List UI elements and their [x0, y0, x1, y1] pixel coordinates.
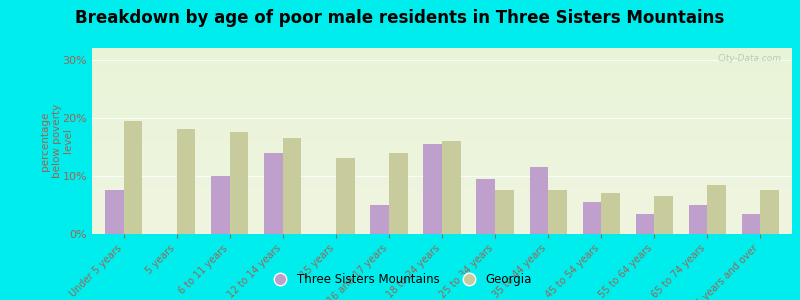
Bar: [635, 214, 654, 234]
Bar: [760, 190, 778, 234]
Bar: [707, 184, 726, 234]
Bar: [106, 190, 124, 234]
Bar: [689, 205, 707, 234]
Bar: [601, 193, 620, 234]
Bar: [211, 176, 230, 234]
Bar: [124, 121, 142, 234]
Y-axis label: percentage
below poverty
level: percentage below poverty level: [40, 104, 74, 178]
Bar: [370, 205, 389, 234]
Bar: [283, 138, 302, 234]
Bar: [654, 196, 673, 234]
Bar: [477, 179, 495, 234]
Bar: [582, 202, 601, 234]
Bar: [442, 141, 461, 234]
Bar: [336, 158, 354, 234]
Legend: Three Sisters Mountains, Georgia: Three Sisters Mountains, Georgia: [263, 269, 537, 291]
Bar: [548, 190, 566, 234]
Bar: [742, 214, 760, 234]
Bar: [495, 190, 514, 234]
Bar: [177, 129, 195, 234]
Bar: [230, 132, 249, 234]
Bar: [389, 153, 407, 234]
Text: City-Data.com: City-Data.com: [718, 54, 782, 63]
Text: Breakdown by age of poor male residents in Three Sisters Mountains: Breakdown by age of poor male residents …: [75, 9, 725, 27]
Bar: [423, 144, 442, 234]
Bar: [264, 153, 283, 234]
Bar: [530, 167, 548, 234]
